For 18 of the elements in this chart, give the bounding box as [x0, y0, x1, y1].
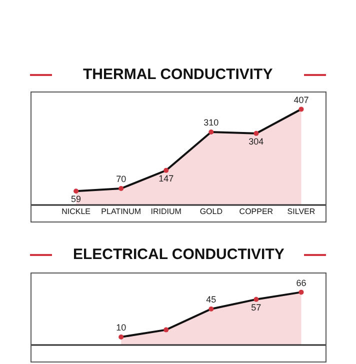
data-label: 59	[71, 194, 82, 204]
data-label: 66	[296, 278, 306, 288]
data-label: 10	[116, 322, 126, 333]
x-tick-label: IRIDIUM	[150, 207, 182, 216]
data-label: 147	[158, 173, 174, 184]
data-label: 407	[294, 94, 309, 105]
x-tick-label: SILVER	[287, 207, 316, 216]
data-label: 45	[206, 294, 216, 305]
chart-title: THERMAL CONDUCTIVITY	[83, 66, 273, 83]
x-tick-label: COPPER	[239, 207, 274, 216]
x-tick-label: PLATINUM	[101, 207, 142, 216]
data-label: 57	[251, 302, 262, 312]
chart-title: ELECTRICAL CONDUCTIVITY	[73, 246, 284, 263]
data-label: 310	[204, 118, 219, 128]
x-tick-label: GOLD	[200, 207, 223, 216]
x-tick-label: NICKLE	[62, 207, 90, 216]
data-label: 70	[116, 174, 126, 184]
data-label: 304	[248, 136, 264, 146]
